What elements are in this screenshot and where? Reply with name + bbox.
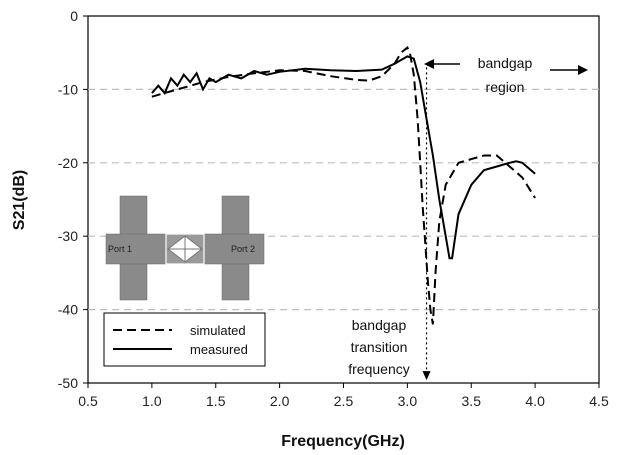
y-axis-title: S21(dB) — [11, 170, 28, 230]
legend-simulated-label: simulated — [190, 323, 246, 338]
transition-arrowhead — [422, 371, 431, 381]
x-tick-label: 4.5 — [589, 393, 609, 409]
y-ticks: 0 -10 -20 -30 -40 -50 — [58, 8, 88, 391]
y-tick-label: -10 — [58, 81, 78, 97]
x-axis-title: Frequency(GHz) — [281, 433, 405, 450]
y-tick-label: 0 — [70, 8, 78, 24]
transition-label-1: bandgap — [352, 317, 407, 333]
bandgap-right-arrowhead — [578, 65, 588, 75]
inset-circuit: Port 1 Port 2 — [105, 195, 265, 301]
x-tick-label: 1.5 — [206, 393, 226, 409]
transition-label-2: transition — [351, 339, 408, 355]
x-tick-label: 1.0 — [142, 393, 162, 409]
port2-label: Port 2 — [231, 244, 255, 254]
x-tick-label: 4.0 — [525, 393, 545, 409]
y-tick-label: -40 — [58, 302, 78, 318]
y-tick-label: -20 — [58, 155, 78, 171]
x-tick-label: 3.5 — [462, 393, 482, 409]
x-ticks: 0.5 1.0 1.5 2.0 2.5 3.0 3.5 4.0 4.5 — [78, 383, 609, 409]
bandgap-region-annotation: bandgap region — [424, 55, 588, 95]
x-tick-label: 2.5 — [334, 393, 354, 409]
legend-measured-label: measured — [190, 342, 248, 357]
bandgap-region-label-1: bandgap — [478, 55, 533, 71]
legend-box — [103, 312, 266, 367]
x-tick-label: 3.0 — [398, 393, 418, 409]
x-tick-label: 0.5 — [78, 393, 98, 409]
bandgap-region-label-2: region — [486, 79, 525, 95]
port1-label: Port 1 — [108, 244, 132, 254]
x-tick-label: 2.0 — [270, 393, 290, 409]
legend: simulated measured — [103, 312, 266, 367]
series-measured-line — [151, 55, 536, 260]
transition-frequency-annotation: bandgap transition frequency — [348, 67, 431, 381]
bandgap-left-arrowhead — [424, 59, 434, 69]
y-tick-label: -30 — [58, 228, 78, 244]
y-tick-label: -50 — [58, 375, 78, 391]
transition-label-3: frequency — [348, 361, 409, 377]
